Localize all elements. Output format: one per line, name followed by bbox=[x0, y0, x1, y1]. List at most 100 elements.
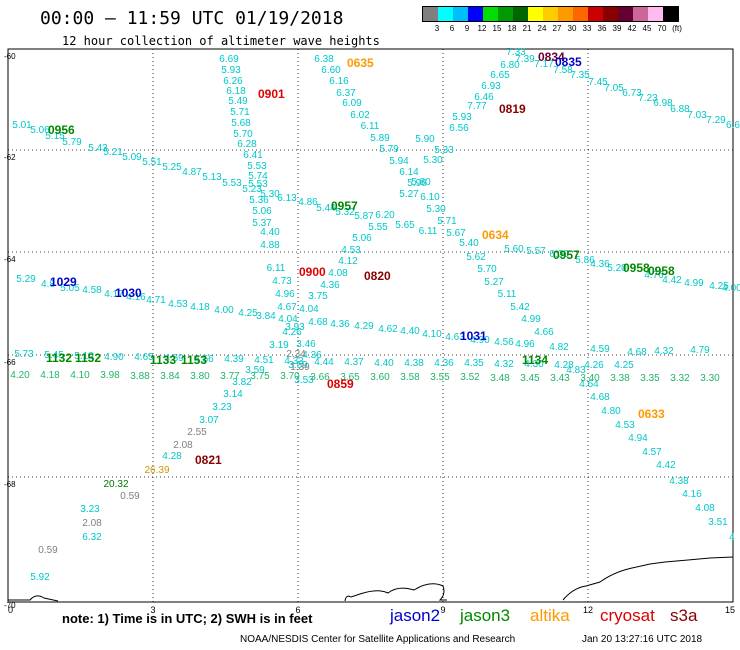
wave-height-value: 4.71 bbox=[146, 295, 166, 306]
wave-height-value: 6.11 bbox=[419, 226, 438, 237]
wave-height-value: 4.79 bbox=[690, 345, 710, 356]
color-scale-label: 3 bbox=[434, 24, 440, 33]
wave-height-value: 6.37 bbox=[336, 88, 356, 99]
color-swatch bbox=[513, 7, 528, 21]
wave-height-value: 4.76 bbox=[644, 270, 664, 281]
color-swatch bbox=[483, 7, 498, 21]
wave-height-value: 5.30 bbox=[423, 155, 443, 166]
wave-height-value: 4.83 bbox=[566, 365, 586, 376]
wave-height-value: 5.53 bbox=[248, 179, 268, 190]
wave-height-value: 6.38 bbox=[314, 54, 334, 65]
wave-height-value: 7.39 bbox=[515, 54, 535, 65]
wave-height-value: 3.59 bbox=[288, 360, 308, 371]
wave-height-value: 5.49 bbox=[228, 96, 248, 107]
wave-height-value: 7.29 bbox=[706, 115, 726, 126]
wave-height-value: 4.99 bbox=[684, 278, 704, 289]
x-tick-label: 12 bbox=[583, 605, 593, 615]
wave-height-value: 5.79 bbox=[62, 137, 82, 148]
wave-height-value: 4.08 bbox=[328, 268, 348, 279]
wave-height-value: 4.56 bbox=[494, 337, 514, 348]
wave-height-value: 5.92 bbox=[30, 572, 50, 583]
wave-height-value: 3.58 bbox=[400, 372, 420, 383]
color-swatch bbox=[663, 7, 678, 21]
wave-height-value: 4.18 bbox=[190, 302, 210, 313]
x-tick-label: 15 bbox=[725, 605, 735, 615]
wave-height-value: 5.67 bbox=[446, 228, 466, 239]
wave-height-value: 5.27 bbox=[399, 189, 419, 200]
footnote: note: 1) Time is in UTC; 2) SWH is in fe… bbox=[62, 611, 313, 626]
pass-time-label: 0820 bbox=[364, 269, 391, 283]
wave-height-value: 7.33 bbox=[506, 47, 526, 58]
wave-height-value: 4.57 bbox=[642, 447, 662, 458]
y-tick-label: -62 bbox=[4, 153, 16, 162]
pass-time-label: 0958 bbox=[648, 264, 675, 278]
wave-height-value: 6.20 bbox=[375, 210, 395, 221]
y-tick-label: -66 bbox=[4, 358, 16, 367]
wave-height-value: 4.90 bbox=[470, 335, 490, 346]
wave-height-value: 20.32 bbox=[103, 479, 128, 490]
wave-height-value: 3.30 bbox=[700, 373, 720, 384]
pass-time-label: 0835 bbox=[555, 55, 582, 69]
wave-height-value: 3.88 bbox=[130, 371, 150, 382]
wave-height-value: 5.55 bbox=[368, 222, 388, 233]
wave-height-value: 4.39 bbox=[224, 354, 244, 365]
wave-height-value: 26.39 bbox=[144, 465, 169, 476]
wave-height-value: 4.16 bbox=[682, 489, 702, 500]
timestamp: Jan 20 13:27:16 UTC 2018 bbox=[582, 634, 703, 645]
wave-height-value: 4.56 bbox=[194, 354, 214, 365]
color-swatch bbox=[438, 7, 453, 21]
wave-height-value: 4.17 bbox=[104, 289, 124, 300]
wave-height-value: 4.87 bbox=[182, 167, 202, 178]
wave-height-value: 1.39 bbox=[290, 362, 310, 373]
wave-height-value: 5.94 bbox=[389, 156, 409, 167]
wave-height-value: 6.02 bbox=[350, 110, 370, 121]
wave-height-value: 5.21 bbox=[103, 147, 123, 158]
wave-height-value: 5.53 bbox=[247, 161, 267, 172]
color-scale-label: 15 bbox=[492, 24, 502, 33]
y-tick-label: -70 bbox=[4, 601, 16, 610]
wave-height-value: 4.25 bbox=[614, 360, 634, 371]
wave-height-value: 5.30 bbox=[260, 189, 280, 200]
wave-height-value: 5.65 bbox=[395, 220, 415, 231]
wave-height-value: 4.42 bbox=[662, 275, 682, 286]
wave-height-value: 3.60 bbox=[370, 372, 390, 383]
x-tick-label: 6 bbox=[295, 605, 300, 615]
wave-height-value: 2.08 bbox=[173, 440, 193, 451]
wave-height-value: 4.32 bbox=[654, 346, 674, 357]
wave-height-value: 5.51 bbox=[142, 157, 162, 168]
wave-height-value: 5.40 bbox=[459, 238, 479, 249]
wave-height-value: 4.88 bbox=[260, 240, 280, 251]
color-swatch bbox=[528, 7, 543, 21]
pass-time-label: 0957 bbox=[331, 199, 358, 213]
wave-height-value: 4.36 bbox=[590, 259, 610, 270]
wave-height-value: 3.51 bbox=[708, 517, 728, 528]
wave-height-value: 5.87 bbox=[354, 211, 374, 222]
wave-height-value: 6.14 bbox=[399, 167, 419, 178]
track-value-labels: 5.920.596.322.083.230.5920.3226.394.282.… bbox=[10, 47, 740, 583]
wave-height-value: 4.53 bbox=[168, 299, 188, 310]
wave-height-value: 5.96 bbox=[407, 178, 427, 189]
wave-height-value: 5.06 bbox=[30, 125, 50, 136]
wave-height-value: 3.46 bbox=[296, 339, 316, 350]
wave-height-value: 5.44 bbox=[316, 203, 336, 214]
wave-height-value: 4.53 bbox=[341, 245, 361, 256]
wave-height-value: 5.32 bbox=[335, 207, 355, 218]
wave-height-value: 3.75 bbox=[308, 291, 328, 302]
wave-height-value: 4.58 bbox=[82, 285, 102, 296]
color-swatch bbox=[633, 7, 648, 21]
wave-height-value: 6.10 bbox=[420, 192, 440, 203]
map-grid bbox=[8, 49, 733, 602]
wave-height-value: 4.51 bbox=[254, 355, 274, 366]
wave-height-value: 4.86 bbox=[298, 197, 318, 208]
satellite-legend-item: s3a bbox=[670, 606, 698, 625]
wave-height-value: 5.20 bbox=[607, 263, 627, 274]
pass-time-label: 1153 bbox=[181, 353, 207, 367]
pass-time-label: 0958 bbox=[623, 261, 650, 275]
wave-height-value: 4 bbox=[729, 532, 735, 543]
satellite-legend-item: altika bbox=[530, 606, 570, 625]
wave-height-value: 6.28 bbox=[237, 139, 257, 150]
wave-height-value: 5.11 bbox=[498, 289, 517, 300]
wave-height-value: 7.35 bbox=[570, 70, 590, 81]
wave-height-value: 5.42 bbox=[510, 302, 530, 313]
